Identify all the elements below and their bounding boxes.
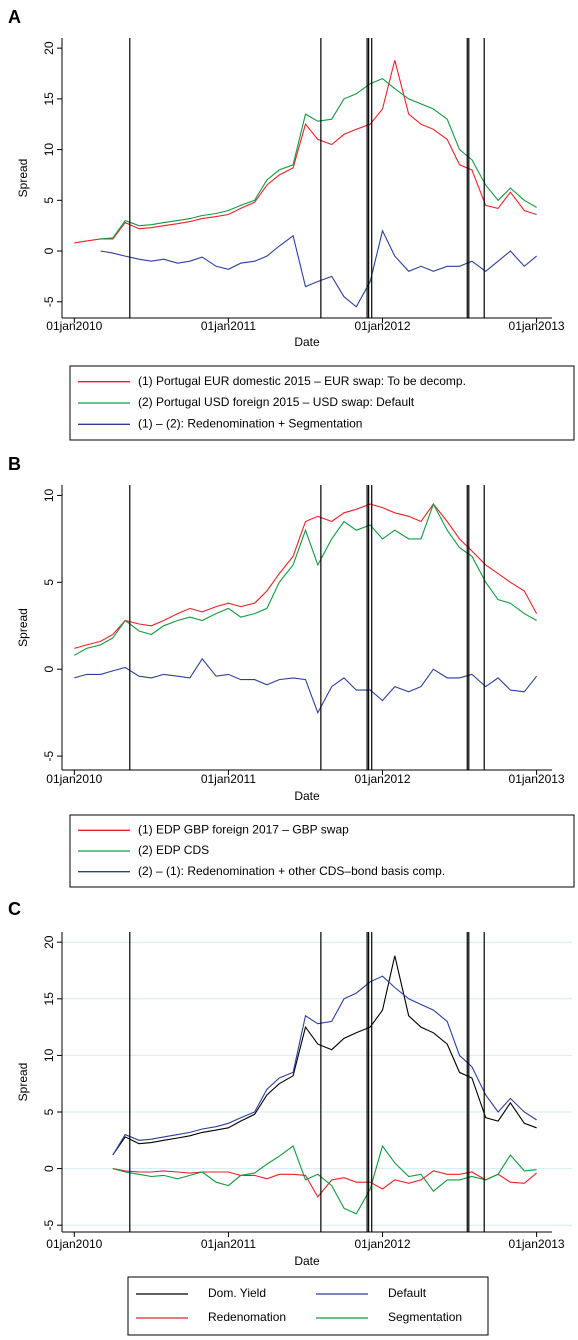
y-tick-label: 20 <box>42 41 56 55</box>
x-tick-label: 01jan2011 <box>201 772 256 786</box>
legend-label: Dom. Yield <box>208 1286 266 1300</box>
legend-label: (2) EDP CDS <box>138 843 209 857</box>
x-tick-label: 01jan2012 <box>354 319 410 333</box>
series-line <box>74 503 538 649</box>
series-line <box>100 77 537 240</box>
legend-label: (2) Portugal USD foreign 2015 – USD swap… <box>138 395 415 409</box>
series-line <box>112 955 537 1156</box>
y-axis-label: Spread <box>16 159 30 198</box>
y-tick-label: 0 <box>42 247 56 254</box>
legend-label: (1) EDP GBP foreign 2017 – GBP swap <box>138 823 349 837</box>
series-line <box>100 229 537 308</box>
series-line <box>74 657 538 715</box>
y-tick-label: 10 <box>42 143 56 157</box>
legend-box <box>69 365 575 441</box>
x-tick-label: 01jan2013 <box>509 772 565 786</box>
legend-label: Redenomation <box>208 1310 286 1324</box>
legend-label: (1) Portugal EUR domestic 2015 – EUR swa… <box>138 374 466 388</box>
series-line <box>74 502 537 656</box>
y-tick-label: -5 <box>42 750 56 761</box>
x-tick-label: 01jan2010 <box>46 1237 102 1251</box>
y-tick-label: 15 <box>42 992 56 1006</box>
legend-box <box>69 814 575 888</box>
y-tick-label: 20 <box>42 935 56 949</box>
series-line <box>112 1168 537 1198</box>
y-tick-label: 0 <box>42 1165 56 1172</box>
x-tick-label: 01jan2011 <box>201 1237 256 1251</box>
y-tick-label: 0 <box>42 666 56 673</box>
panel-label: C <box>8 899 21 919</box>
x-tick-label: 01jan2012 <box>354 772 410 786</box>
y-axis-label: Spread <box>16 1063 30 1102</box>
legend-label: Default <box>388 1286 427 1300</box>
x-axis-label: Date <box>294 335 320 349</box>
x-tick-label: 01jan2011 <box>201 319 256 333</box>
y-tick-label: 5 <box>42 579 56 586</box>
x-tick-label: 01jan2012 <box>354 1237 410 1251</box>
y-tick-label: 5 <box>42 197 56 204</box>
legend-box <box>127 1276 489 1336</box>
panel-label: B <box>8 454 21 474</box>
y-axis-label: Spread <box>16 608 30 647</box>
y-tick-label: 5 <box>42 1108 56 1115</box>
x-axis-label: Date <box>294 789 320 803</box>
series-line <box>74 60 537 244</box>
y-tick-label: 15 <box>42 92 56 106</box>
legend-label: (1) – (2): Redenomination + Segmentation <box>138 417 362 431</box>
x-tick-label: 01jan2010 <box>46 319 102 333</box>
panel-label: A <box>8 7 21 27</box>
x-axis-label: Date <box>294 1254 320 1268</box>
y-tick-label: 10 <box>42 488 56 502</box>
legend-label: Segmentation <box>388 1310 462 1324</box>
x-tick-label: 01jan2013 <box>509 319 565 333</box>
series-line <box>112 1144 537 1215</box>
x-tick-label: 01jan2013 <box>509 1237 565 1251</box>
y-tick-label: 10 <box>42 1048 56 1062</box>
series-line <box>112 975 537 1156</box>
y-tick-label: -5 <box>42 1220 56 1231</box>
legend-label: (2) – (1): Redenomination + other CDS–bo… <box>138 864 445 878</box>
y-tick-label: -5 <box>42 296 56 307</box>
x-tick-label: 01jan2010 <box>46 772 102 786</box>
